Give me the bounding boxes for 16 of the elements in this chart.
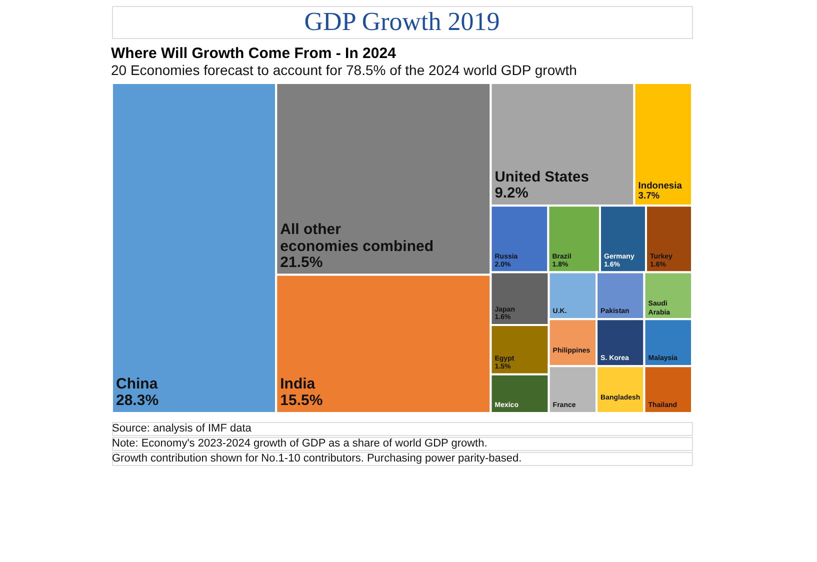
- source-note: Source: analysis of IMF data: [112, 422, 252, 434]
- category-label: India: [280, 376, 316, 392]
- data-label: 28.3%: [116, 392, 159, 409]
- text: Where Will Growth Come From - In 2024: [111, 45, 397, 62]
- data-label: 3.7%: [638, 190, 660, 201]
- category-label: Indonesia: [638, 180, 683, 190]
- category-label: All other economies combined: [280, 220, 434, 255]
- text: Note: Economy's 2023-2024 growth of GDP as a share of world GDP growth.: [112, 438, 488, 450]
- text: Growth contribution shown for No.1-10 contributors. Purchasing power parity-based.: [112, 452, 522, 464]
- category-label: China: [116, 376, 158, 392]
- text: 20 Economies forecast to account for 78.5% of the 2024 world GDP growth: [111, 62, 577, 78]
- data-label: 15.5%: [280, 392, 323, 409]
- data-label: 9.2%: [494, 186, 528, 202]
- category-label: United States: [494, 169, 589, 186]
- text: GDP Growth 2019: [304, 7, 500, 36]
- data-label: 21.5%: [280, 254, 323, 271]
